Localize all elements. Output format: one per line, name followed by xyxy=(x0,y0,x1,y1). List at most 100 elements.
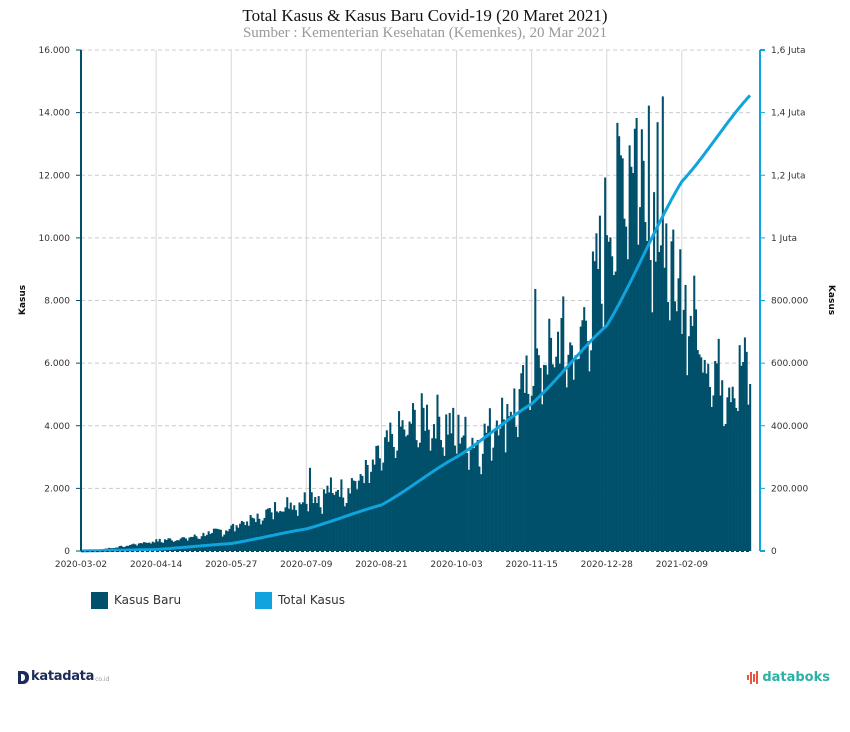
bar-kasus-baru xyxy=(204,536,207,551)
bar-kasus-baru xyxy=(233,531,236,551)
bar-kasus-baru xyxy=(656,122,659,552)
bar-kasus-baru xyxy=(726,397,729,551)
bar-kasus-baru xyxy=(714,360,717,551)
bar-kasus-baru xyxy=(263,517,266,551)
bar-kasus-baru xyxy=(520,373,523,551)
bar-kasus-baru xyxy=(523,392,526,551)
bar-kasus-baru xyxy=(642,160,645,551)
bar-kasus-baru xyxy=(399,426,402,551)
bar-kasus-baru xyxy=(156,541,160,551)
bar-kasus-baru xyxy=(701,372,705,551)
bar-kasus-baru xyxy=(630,166,633,551)
bar-kasus-baru xyxy=(347,488,350,551)
bar-kasus-baru xyxy=(586,341,589,551)
bar-kasus-baru xyxy=(188,537,191,551)
legend-item-total-kasus[interactable]: Total Kasus xyxy=(255,591,345,609)
x-tick-label: 2021-02-09 xyxy=(656,560,709,570)
bar-kasus-baru xyxy=(165,539,168,551)
bar-kasus-baru xyxy=(242,521,245,551)
bar-kasus-baru xyxy=(481,453,484,551)
bar-kasus-baru xyxy=(490,460,493,551)
bar-kasus-baru xyxy=(693,275,696,551)
bar-kasus-baru xyxy=(314,497,317,551)
bar-kasus-baru xyxy=(357,480,360,551)
bar-kasus-baru xyxy=(162,542,165,551)
katadata-logo[interactable]: katadata co.id xyxy=(18,670,109,684)
bar-kasus-baru xyxy=(170,540,174,551)
bar-kasus-baru xyxy=(598,215,601,551)
legend-label-total-kasus: Total Kasus xyxy=(278,593,345,607)
bar-kasus-baru xyxy=(345,503,348,551)
bar-kasus-baru xyxy=(522,365,525,551)
bar-kasus-baru xyxy=(155,539,158,551)
bar-kasus-baru xyxy=(455,453,458,551)
bar-kasus-baru xyxy=(148,542,151,551)
bar-kasus-baru xyxy=(425,404,429,551)
bar-kasus-baru xyxy=(228,528,231,551)
bar-kasus-baru xyxy=(431,438,434,551)
bar-kasus-baru xyxy=(738,345,741,551)
databoks-logo[interactable]: databoks xyxy=(747,670,830,685)
bar-kasus-baru xyxy=(710,406,713,551)
bar-kasus-baru xyxy=(660,245,663,551)
bar-kasus-baru xyxy=(687,336,691,551)
bar-kasus-baru xyxy=(317,496,320,551)
bar-kasus-baru xyxy=(745,351,748,551)
bar-kasus-baru xyxy=(181,537,184,551)
bar-kasus-baru xyxy=(256,513,259,551)
bar-kasus-baru xyxy=(516,437,519,551)
bar-kasus-baru xyxy=(605,235,608,551)
katadata-name: katadata xyxy=(31,669,95,684)
bar-kasus-baru xyxy=(398,411,401,551)
bar-kasus-baru xyxy=(556,331,560,551)
bar-kasus-baru xyxy=(735,407,738,551)
bar-kasus-baru xyxy=(628,145,631,551)
bar-kasus-baru xyxy=(282,511,285,551)
bar-kasus-baru xyxy=(637,244,640,551)
bar-kasus-baru xyxy=(225,530,228,551)
bar-kasus-baru xyxy=(417,447,420,551)
bar-kasus-baru xyxy=(232,523,235,551)
left-tick-label: 8.000 xyxy=(44,297,70,307)
bar-kasus-baru xyxy=(200,536,203,551)
bar-kasus-baru xyxy=(457,414,460,551)
bar-kasus-baru xyxy=(139,543,142,551)
bar-kasus-baru xyxy=(728,387,731,551)
bar-kasus-baru xyxy=(576,359,579,551)
bar-kasus-baru xyxy=(340,479,343,551)
bar-kasus-baru xyxy=(567,354,570,551)
x-tick-label: 2020-03-02 xyxy=(55,560,107,570)
bar-kasus-baru xyxy=(604,177,607,552)
bar-kasus-baru xyxy=(354,481,357,551)
bar-kasus-baru xyxy=(691,325,694,551)
bar-kasus-baru xyxy=(377,445,380,551)
bar-kasus-baru xyxy=(434,438,437,551)
bar-kasus-baru xyxy=(452,407,455,551)
bar-kasus-baru xyxy=(270,512,273,551)
bar-kasus-baru xyxy=(160,542,163,551)
bar-kasus-baru xyxy=(541,404,544,551)
bar-kasus-baru xyxy=(565,387,568,551)
bar-kasus-baru xyxy=(219,529,222,551)
bar-kasus-baru xyxy=(679,249,682,552)
bar-kasus-baru xyxy=(363,483,366,551)
x-ticks: 2020-03-02 2020-04-14 2020-05-27 2020-07-09… xyxy=(55,560,708,570)
bar-kasus-baru xyxy=(497,435,500,551)
right-tick-label: 1,2 Juta xyxy=(771,171,806,181)
bar-kasus-baru xyxy=(694,309,698,551)
bar-kasus-baru xyxy=(684,284,687,551)
bar-kasus-baru xyxy=(382,462,385,551)
bar-kasus-baru xyxy=(174,540,177,551)
legend-item-kasus-baru[interactable]: Kasus Baru xyxy=(91,591,181,609)
bar-kasus-baru xyxy=(261,520,264,551)
bar-kasus-baru xyxy=(356,489,359,551)
bar-kasus-baru xyxy=(530,395,533,551)
bar-kasus-baru xyxy=(191,536,194,551)
bar-kasus-baru xyxy=(689,315,692,551)
bar-kasus-baru xyxy=(401,420,404,551)
x-tick-label: 2020-05-27 xyxy=(205,560,257,570)
bar-kasus-baru xyxy=(749,384,752,551)
bar-kasus-baru xyxy=(246,521,249,551)
bar-kasus-baru xyxy=(698,354,701,551)
right-tick-label: 400.000 xyxy=(771,422,808,432)
